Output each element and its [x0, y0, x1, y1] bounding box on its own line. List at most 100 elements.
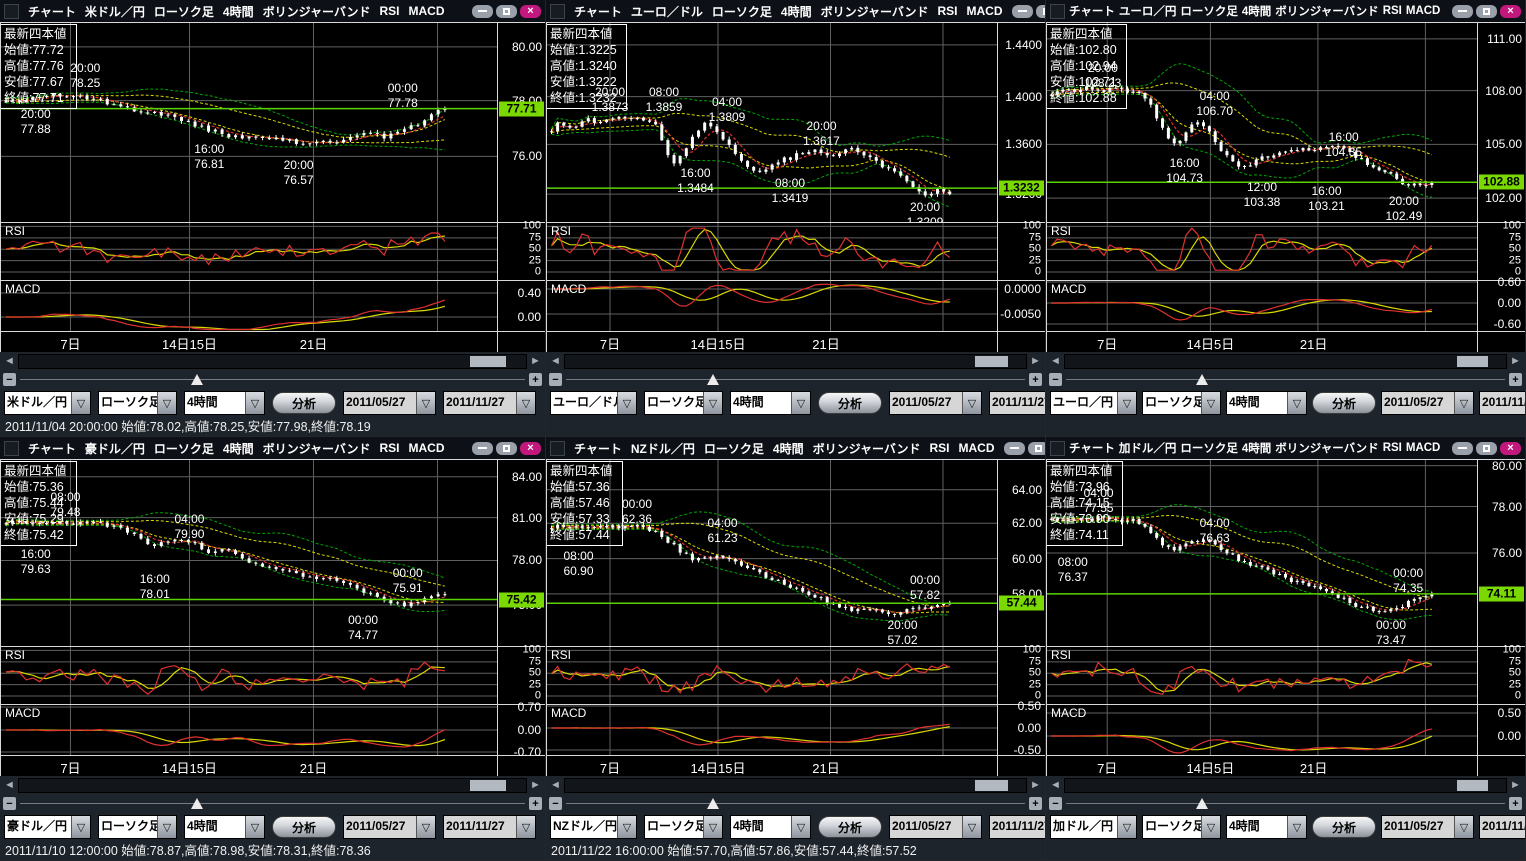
style-select[interactable]: ローソク足 ▽	[98, 815, 177, 839]
pair-select[interactable]: ユーロ／円 ▽	[1050, 391, 1137, 415]
scroll-right-icon[interactable]: ►	[1510, 779, 1521, 791]
zoom-thumb[interactable]	[1196, 798, 1209, 809]
date-from-select[interactable]: 2011/05/27 ▽	[1381, 391, 1474, 415]
zoom-slider[interactable]: − +	[0, 371, 545, 388]
style-select-value[interactable]: ローソク足	[99, 816, 157, 838]
scroll-thumb[interactable]	[470, 356, 506, 367]
scroll-left-icon[interactable]: ◄	[550, 779, 561, 791]
pair-select-value[interactable]: 豪ドル／円	[5, 816, 71, 838]
dropdown-arrow-icon[interactable]: ▽	[962, 392, 981, 414]
date-to-select[interactable]: 2011/11/27 ▽	[443, 391, 536, 415]
dropdown-arrow-icon[interactable]: ▽	[617, 392, 636, 414]
chart-scrollbar[interactable]: ◄ ►	[1046, 352, 1525, 371]
scroll-track[interactable]	[564, 778, 1027, 793]
scroll-track[interactable]	[18, 778, 527, 793]
timeframe-select-value[interactable]: 4時間	[1227, 392, 1287, 414]
pair-select[interactable]: 加ドル／円 ▽	[1050, 815, 1137, 839]
style-select-value[interactable]: ローソク足	[1143, 816, 1201, 838]
zoom-track[interactable]	[1066, 796, 1505, 811]
chart-scrollbar[interactable]: ◄ ►	[0, 352, 545, 371]
zoom-slider[interactable]: − +	[546, 795, 1045, 812]
close-button[interactable]: ×	[520, 4, 541, 18]
zoom-track[interactable]	[566, 796, 1025, 811]
date-to-select[interactable]: 2011/11/27 ▽	[1479, 815, 1525, 839]
analyze-button[interactable]: 分析	[272, 392, 336, 414]
pair-select[interactable]: 米ドル／円 ▽	[4, 391, 91, 415]
zoom-thumb[interactable]	[1196, 374, 1209, 385]
scroll-track[interactable]	[1064, 778, 1507, 793]
dropdown-arrow-icon[interactable]: ▽	[516, 816, 535, 838]
timeframe-select[interactable]: 4時間 ▽	[1226, 815, 1307, 839]
dropdown-arrow-icon[interactable]: ▽	[1117, 816, 1136, 838]
zoom-thumb[interactable]	[706, 798, 719, 809]
dropdown-arrow-icon[interactable]: ▽	[962, 816, 981, 838]
style-select-value[interactable]: ローソク足	[645, 816, 703, 838]
pair-select[interactable]: NZドル／円 ▽	[550, 815, 637, 839]
dropdown-arrow-icon[interactable]: ▽	[791, 816, 810, 838]
maximize-button[interactable]	[1035, 4, 1045, 18]
scroll-track[interactable]	[564, 354, 1027, 369]
zoom-track[interactable]	[20, 372, 525, 387]
analyze-button[interactable]: 分析	[1312, 816, 1376, 838]
chart-scrollbar[interactable]: ◄ ►	[1046, 776, 1525, 795]
dropdown-arrow-icon[interactable]: ▽	[791, 392, 810, 414]
minimize-button[interactable]	[1452, 441, 1473, 455]
zoom-thumb[interactable]	[190, 798, 203, 809]
pair-select-value[interactable]: ユーロ／ドル	[551, 392, 617, 414]
dropdown-arrow-icon[interactable]: ▽	[1287, 392, 1306, 414]
date-to-value[interactable]: 2011/11/27	[990, 392, 1045, 414]
pair-select[interactable]: 豪ドル／円 ▽	[4, 815, 91, 839]
analyze-button[interactable]: 分析	[818, 392, 882, 414]
dropdown-arrow-icon[interactable]: ▽	[516, 392, 535, 414]
zoom-in-button[interactable]: +	[529, 797, 542, 810]
date-to-value[interactable]: 2011/11/27	[444, 816, 516, 838]
zoom-out-button[interactable]: −	[3, 373, 16, 386]
scroll-thumb[interactable]	[1457, 780, 1489, 791]
style-select[interactable]: ローソク足 ▽	[98, 391, 177, 415]
minimize-button[interactable]	[472, 441, 493, 455]
window-titlebar[interactable]: チャート 加ドル／円 ローソク足 4時間 ボリンジャーバンド RSI MACD …	[1046, 437, 1525, 459]
date-from-value[interactable]: 2011/05/27	[890, 392, 962, 414]
date-to-value[interactable]: 2011/11/27	[990, 816, 1045, 838]
zoom-track[interactable]	[1066, 372, 1505, 387]
style-select-value[interactable]: ローソク足	[99, 392, 157, 414]
scroll-track[interactable]	[18, 354, 527, 369]
dropdown-arrow-icon[interactable]: ▽	[157, 816, 176, 838]
timeframe-select[interactable]: 4時間 ▽	[730, 391, 811, 415]
zoom-thumb[interactable]	[706, 374, 719, 385]
style-select[interactable]: ローソク足 ▽	[644, 391, 723, 415]
date-from-select[interactable]: 2011/05/27 ▽	[343, 391, 436, 415]
close-button[interactable]: ×	[1500, 4, 1521, 18]
minimize-button[interactable]	[1003, 441, 1025, 455]
minimize-button[interactable]	[472, 4, 493, 18]
scroll-right-icon[interactable]: ►	[1030, 779, 1041, 791]
chart-scrollbar[interactable]: ◄ ►	[546, 776, 1045, 795]
pair-select-value[interactable]: 加ドル／円	[1051, 816, 1117, 838]
analyze-button[interactable]: 分析	[272, 816, 336, 838]
scroll-left-icon[interactable]: ◄	[1050, 779, 1061, 791]
window-titlebar[interactable]: チャート 豪ドル／円 ローソク足 4時間 ボリンジャーバンド RSI MACD …	[0, 437, 545, 459]
zoom-out-button[interactable]: −	[3, 797, 16, 810]
window-titlebar[interactable]: チャート ユーロ／ドル ローソク足 4時間 ボリンジャーバンド RSI MACD…	[546, 0, 1045, 22]
zoom-slider[interactable]: − +	[0, 795, 545, 812]
date-from-select[interactable]: 2011/05/27 ▽	[889, 815, 982, 839]
style-select-value[interactable]: ローソク足	[1143, 392, 1201, 414]
dropdown-arrow-icon[interactable]: ▽	[703, 816, 722, 838]
timeframe-select-value[interactable]: 4時間	[731, 816, 791, 838]
style-select[interactable]: ローソク足 ▽	[1142, 815, 1221, 839]
zoom-out-button[interactable]: −	[549, 373, 562, 386]
timeframe-select-value[interactable]: 4時間	[731, 392, 791, 414]
dropdown-arrow-icon[interactable]: ▽	[1454, 816, 1473, 838]
window-titlebar[interactable]: チャート ユーロ／円 ローソク足 4時間 ボリンジャーバンド RSI MACD …	[1046, 0, 1525, 22]
dropdown-arrow-icon[interactable]: ▽	[157, 392, 176, 414]
scroll-right-icon[interactable]: ►	[1030, 355, 1041, 367]
maximize-button[interactable]	[1476, 441, 1497, 455]
date-from-value[interactable]: 2011/05/27	[1382, 816, 1454, 838]
timeframe-select[interactable]: 4時間 ▽	[1226, 391, 1307, 415]
scroll-right-icon[interactable]: ►	[530, 355, 541, 367]
pair-select[interactable]: ユーロ／ドル ▽	[550, 391, 637, 415]
analyze-button[interactable]: 分析	[818, 816, 882, 838]
date-from-value[interactable]: 2011/05/27	[890, 816, 962, 838]
timeframe-select-value[interactable]: 4時間	[185, 392, 245, 414]
zoom-in-button[interactable]: +	[529, 373, 542, 386]
